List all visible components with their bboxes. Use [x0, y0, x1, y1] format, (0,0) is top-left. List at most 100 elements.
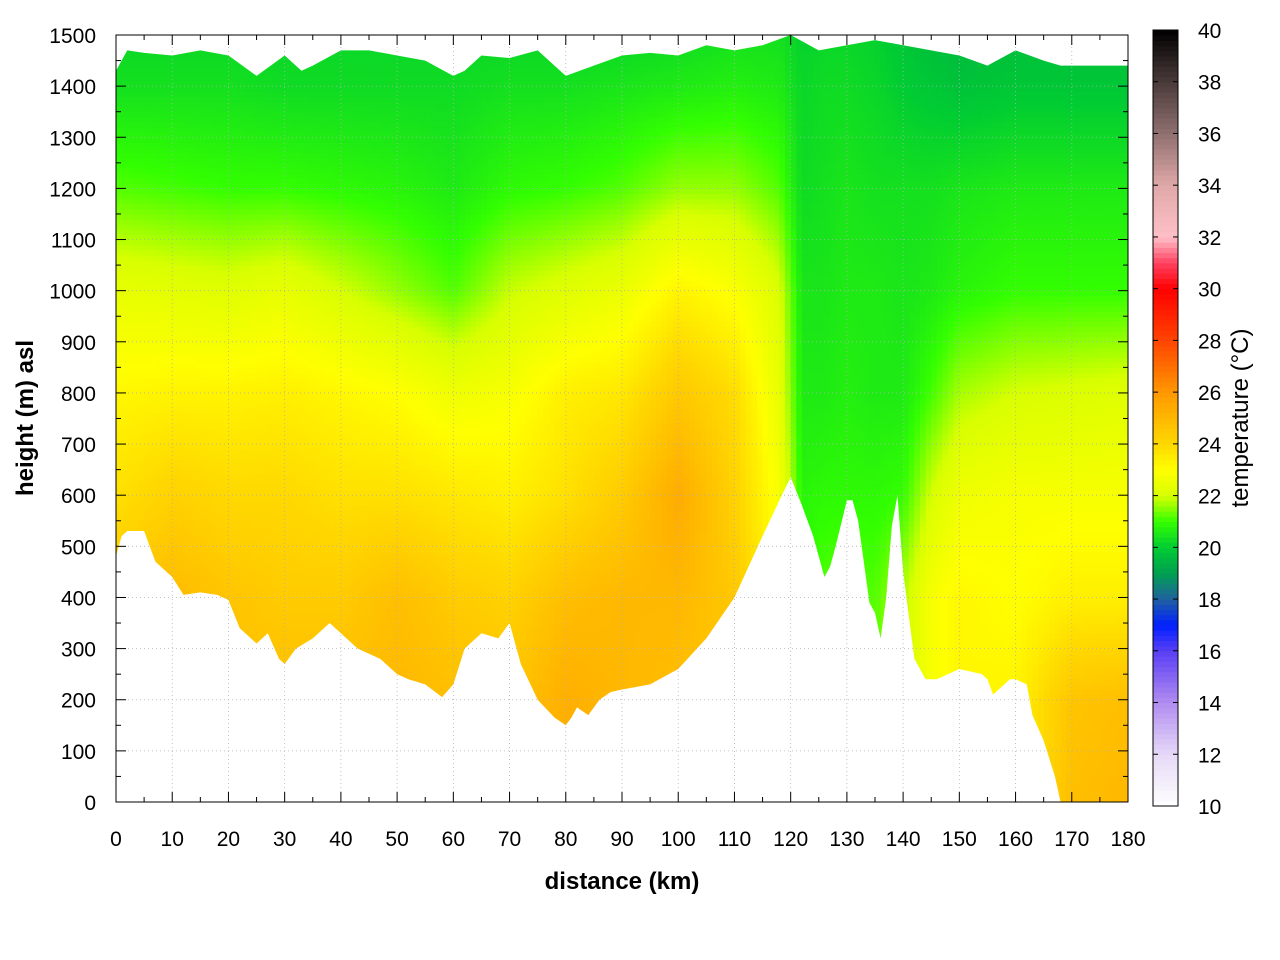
temperature-cell — [122, 260, 128, 266]
temperature-cell — [172, 250, 178, 256]
temperature-cell — [116, 449, 122, 455]
temperature-cell — [183, 459, 189, 465]
temperature-cell — [183, 536, 189, 542]
temperature-cell — [138, 526, 144, 532]
temperature-cell — [155, 250, 161, 256]
temperature-cell — [183, 546, 189, 552]
temperature-cell — [127, 378, 133, 384]
temperature-cell — [116, 137, 122, 143]
temperature-cell — [167, 480, 173, 486]
temperature-cell — [116, 122, 122, 128]
temperature-cell — [127, 403, 133, 409]
temperature-cell — [144, 168, 150, 174]
temperature-cell — [167, 444, 173, 450]
temperature-cell — [138, 352, 144, 358]
temperature-cell — [155, 316, 161, 322]
temperature-cell — [155, 444, 161, 450]
temperature-cell — [178, 429, 184, 435]
temperature-cell — [150, 188, 156, 194]
temperature-cell — [150, 245, 156, 251]
temperature-cell — [138, 475, 144, 481]
temperature-cell — [183, 429, 189, 435]
temperature-cell — [183, 147, 189, 153]
temperature-cell — [161, 101, 167, 107]
temperature-cell — [144, 142, 150, 148]
temperature-cell — [133, 459, 139, 465]
temperature-cell — [178, 536, 184, 542]
temperature-cell — [183, 342, 189, 348]
temperature-cell — [127, 326, 133, 332]
temperature-cell — [144, 173, 150, 179]
temperature-cell — [155, 332, 161, 338]
temperature-cell — [144, 301, 150, 307]
temperature-cell — [155, 398, 161, 404]
temperature-cell — [172, 112, 178, 118]
temperature-cell — [144, 71, 150, 77]
temperature-cell — [161, 301, 167, 307]
temperature-cell — [133, 429, 139, 435]
temperature-cell — [178, 465, 184, 471]
temperature-cell — [155, 311, 161, 317]
temperature-cell — [138, 429, 144, 435]
temperature-cell — [116, 96, 122, 102]
temperature-cell — [189, 521, 195, 527]
temperature-cell — [122, 465, 128, 471]
temperature-cell — [172, 500, 178, 506]
temperature-cell — [172, 71, 178, 77]
temperature-cell — [167, 194, 173, 200]
temperature-cell — [172, 372, 178, 378]
temperature-cell — [155, 485, 161, 491]
temperature-cell — [133, 250, 139, 256]
temperature-cell — [144, 61, 150, 67]
temperature-cell — [122, 505, 128, 511]
temperature-cell — [155, 429, 161, 435]
temperature-cell — [178, 260, 184, 266]
temperature-cell — [144, 449, 150, 455]
temperature-cell — [178, 342, 184, 348]
temperature-cell — [116, 265, 122, 271]
temperature-cell — [144, 470, 150, 476]
temperature-cell — [133, 311, 139, 317]
temperature-cell — [172, 66, 178, 72]
temperature-cell — [127, 347, 133, 353]
temperature-cell — [178, 137, 184, 143]
temperature-cell — [144, 55, 150, 61]
temperature-cell — [161, 480, 167, 486]
temperature-cell — [133, 66, 139, 72]
temperature-cell — [183, 321, 189, 327]
temperature-cell — [161, 107, 167, 113]
temperature-cell — [178, 357, 184, 363]
temperature-cell — [161, 122, 167, 128]
temperature-cell — [144, 424, 150, 430]
temperature-cell — [178, 61, 184, 67]
temperature-cell — [161, 188, 167, 194]
temperature-cell — [178, 194, 184, 200]
temperature-cell — [172, 383, 178, 389]
temperature-cell — [116, 173, 122, 179]
temperature-cell — [122, 168, 128, 174]
temperature-cell — [133, 280, 139, 286]
temperature-cell — [133, 260, 139, 266]
temperature-cell — [161, 71, 167, 77]
temperature-cell — [127, 444, 133, 450]
temperature-cell — [167, 55, 173, 61]
temperature-cell — [127, 240, 133, 246]
temperature-cell — [144, 393, 150, 399]
temperature-cell — [183, 526, 189, 532]
temperature-cell — [127, 158, 133, 164]
temperature-cell — [172, 352, 178, 358]
temperature-cell — [144, 419, 150, 425]
temperature-cell — [172, 505, 178, 511]
temperature-cell — [133, 76, 139, 82]
temperature-cell — [150, 178, 156, 184]
temperature-cell — [172, 572, 178, 578]
temperature-cell — [178, 163, 184, 169]
temperature-cell — [155, 301, 161, 307]
temperature-cell — [150, 270, 156, 276]
temperature-cell — [183, 71, 189, 77]
temperature-cell — [161, 516, 167, 522]
temperature-cell — [122, 372, 128, 378]
temperature-cell — [133, 61, 139, 67]
temperature-cell — [144, 219, 150, 225]
temperature-cell — [183, 137, 189, 143]
